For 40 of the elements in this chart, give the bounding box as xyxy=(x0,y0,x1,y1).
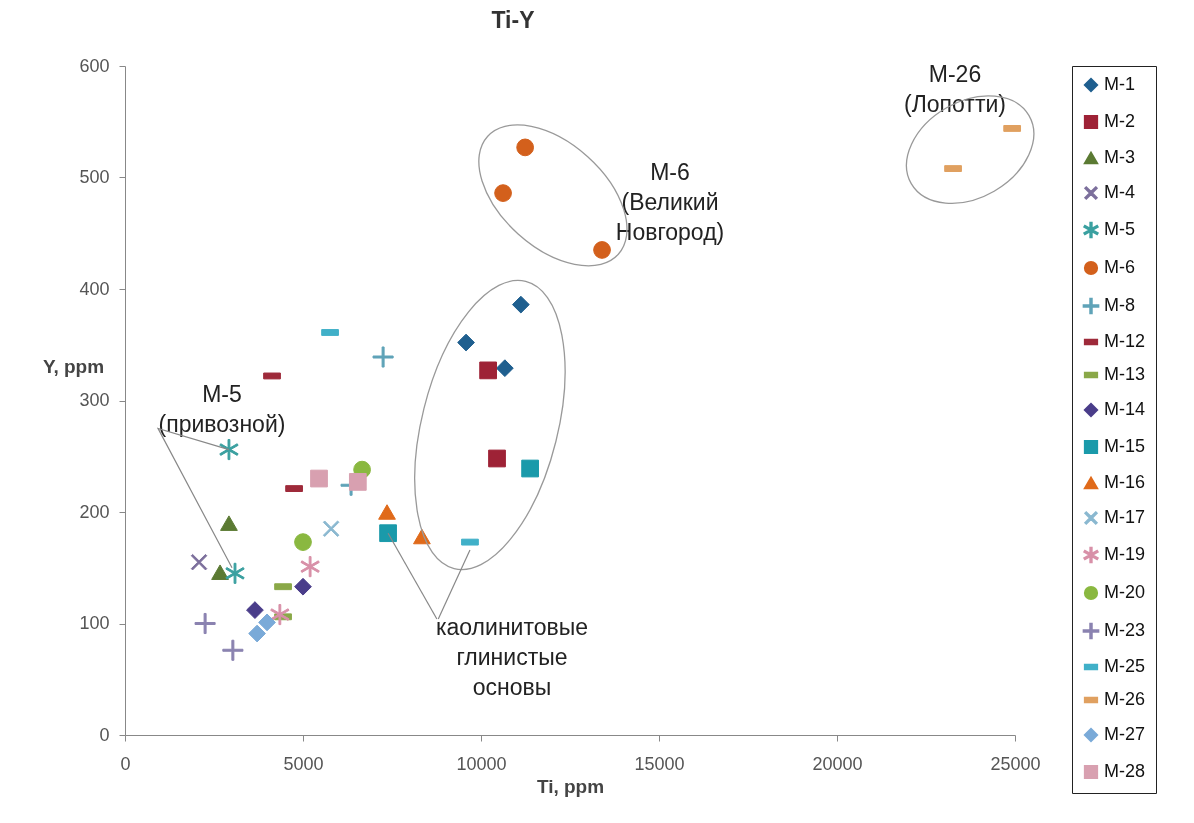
annotation: M-6 (Великий Новгород) xyxy=(615,159,725,245)
legend-label: M-14 xyxy=(1104,399,1146,419)
legend-label: M-4 xyxy=(1104,182,1135,202)
y-tick-label: 600 xyxy=(79,55,110,76)
x-tick-label: 15000 xyxy=(634,753,685,774)
legend-label: M-2 xyxy=(1104,111,1135,131)
y-tick-label: 300 xyxy=(79,390,110,410)
chart-title: Ti-Y xyxy=(491,7,535,33)
legend-label: M-19 xyxy=(1104,544,1146,564)
y-tick-label: 0 xyxy=(99,724,110,745)
annotation: M-26 (Лопотти) xyxy=(904,61,1006,117)
legend-label: M-16 xyxy=(1104,472,1146,492)
legend-label: M-26 xyxy=(1104,689,1146,709)
legend-label: M-12 xyxy=(1104,331,1146,351)
legend-label: M-5 xyxy=(1104,219,1135,239)
y-axis-title: Y, ppm xyxy=(42,355,105,377)
legend-label: M-23 xyxy=(1104,620,1146,640)
legend-label: M-17 xyxy=(1104,507,1146,527)
legend-label: M-20 xyxy=(1104,582,1146,602)
y-tick-label: 400 xyxy=(79,278,110,299)
x-tick-label: 20000 xyxy=(812,753,863,774)
legend-label: M-15 xyxy=(1104,436,1146,456)
x-tick-label: 5000 xyxy=(283,753,324,774)
legend-label: M-8 xyxy=(1104,295,1135,315)
legend-label: M-6 xyxy=(1104,257,1135,277)
x-axis-title: Ti, ppm xyxy=(536,775,605,797)
x-tick-label: 25000 xyxy=(990,753,1041,774)
x-tick-label: 10000 xyxy=(456,753,507,774)
y-tick-label: 500 xyxy=(79,167,110,187)
annotation: каолинитовые глинистые основы xyxy=(435,614,589,700)
legend-label: M-13 xyxy=(1104,364,1146,384)
y-tick-label: 200 xyxy=(79,501,110,522)
legend-label: M-1 xyxy=(1104,74,1135,94)
legend-label: M-28 xyxy=(1104,761,1146,781)
y-tick-label: 100 xyxy=(79,613,110,633)
annotation: M-5 (привозной) xyxy=(158,381,286,437)
legend-label: M-27 xyxy=(1104,724,1146,744)
legend-label: M-3 xyxy=(1104,147,1135,167)
x-tick-label: 0 xyxy=(120,753,131,774)
legend-label: M-25 xyxy=(1104,656,1146,676)
